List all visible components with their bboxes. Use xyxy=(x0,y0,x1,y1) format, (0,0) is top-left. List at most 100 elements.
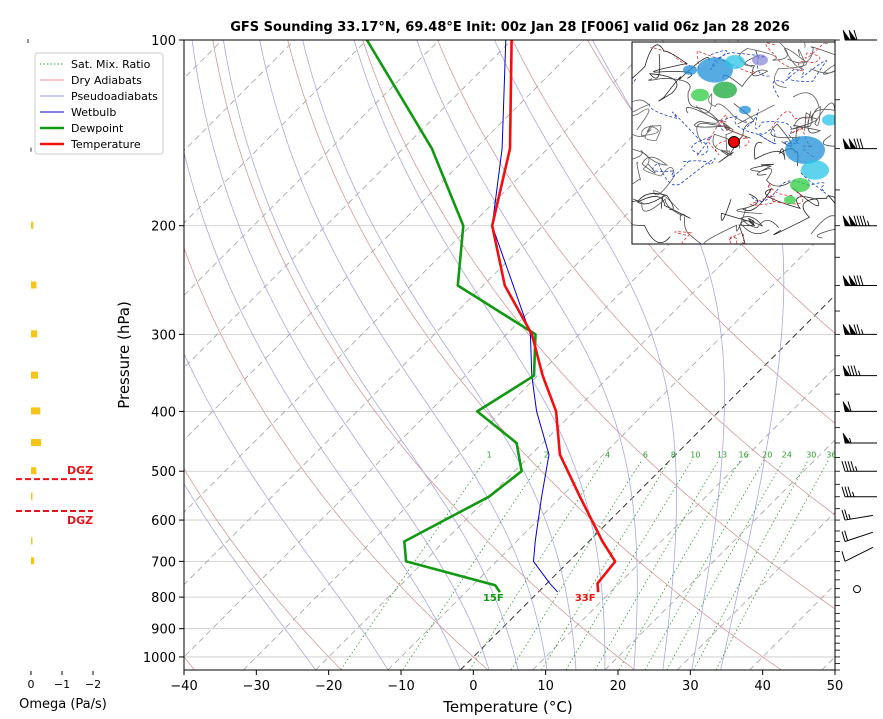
x-tick-label: −10 xyxy=(387,679,414,694)
map-contour xyxy=(632,193,674,244)
map-precip-area xyxy=(785,136,825,164)
omega-bar xyxy=(31,281,37,289)
omega-bar xyxy=(31,221,34,229)
mixing-ratio-label: 36 xyxy=(826,451,836,460)
map-contour xyxy=(632,149,668,174)
legend-label: Temperature xyxy=(70,138,141,151)
dgz-bottom-label: DGZ xyxy=(67,514,93,527)
mixing-ratio-line xyxy=(715,460,829,670)
pseudoadiabat-line xyxy=(302,40,577,670)
map-contour xyxy=(707,114,750,155)
y-tick-label: 200 xyxy=(151,220,176,235)
wind-barb xyxy=(842,324,877,335)
mixing-ratio-label: 24 xyxy=(782,451,792,460)
dewpoint-line xyxy=(365,40,537,593)
omega-tick-label: −1 xyxy=(54,678,70,691)
mixing-ratio-line xyxy=(693,460,809,670)
dry-adiabat-line xyxy=(287,40,782,670)
y-tick-label: 400 xyxy=(151,405,176,420)
y-tick-label: 800 xyxy=(151,591,176,606)
dry-adiabat-line xyxy=(512,40,835,424)
map-contour xyxy=(696,122,741,157)
pseudoadiabat-line xyxy=(184,150,461,670)
legend-label: Dewpoint xyxy=(71,122,124,135)
x-tick-label: 0 xyxy=(469,679,477,694)
legend: Sat. Mix. Ratio Dry Adiabats Pseudoadiabat… xyxy=(34,52,164,155)
map-contour xyxy=(739,42,806,68)
mixing-ratio-label: 10 xyxy=(690,451,700,460)
wind-barb xyxy=(841,530,874,542)
omega-bar xyxy=(31,330,38,338)
mixing-ratio-label: 1 xyxy=(487,451,492,460)
wind-barb xyxy=(842,401,877,412)
y-tick-label: 500 xyxy=(151,465,176,480)
plot-frame xyxy=(183,39,836,671)
map-precip-area xyxy=(822,114,835,126)
isotherm-line xyxy=(184,40,512,369)
mixing-ratio-line xyxy=(565,460,693,670)
x-axis-label: Temperature (°C) xyxy=(442,698,572,716)
mixing-ratio-line xyxy=(340,460,486,670)
pseudoadiabat-line xyxy=(592,40,725,670)
mixing-ratio-line xyxy=(618,460,741,670)
omega-bar xyxy=(31,371,38,379)
zero-isotherm-line xyxy=(459,294,835,670)
x-tick-label: −30 xyxy=(243,679,270,694)
dry-adiabat-line xyxy=(184,246,489,670)
pseudoadiabat-line xyxy=(223,40,519,670)
mixing-ratio-label: 4 xyxy=(605,451,610,460)
x-tick-label: 10 xyxy=(537,679,554,694)
map-contour xyxy=(718,103,755,163)
dry-adiabat-line xyxy=(184,468,342,670)
map-contour xyxy=(722,50,769,87)
map-contour xyxy=(750,163,791,187)
omega-bar xyxy=(31,537,33,545)
wind-barb xyxy=(841,509,874,521)
map-contour xyxy=(685,107,751,139)
map-contour xyxy=(632,162,683,217)
axes: −40 −30 −20 −10 0 10 20 30 40 50 100 200 300 400 500 60… xyxy=(143,34,843,694)
map-contour xyxy=(684,207,763,244)
omega-bar xyxy=(31,407,41,415)
map-precip-area xyxy=(801,160,829,180)
dewpoint-surface-label: 15F xyxy=(483,593,504,604)
mixing-ratio-line xyxy=(666,460,784,670)
mixing-ratio-label: 2 xyxy=(544,451,549,460)
mixing-ratio-line xyxy=(594,460,719,670)
map-contour xyxy=(773,47,808,88)
y-tick-label: 900 xyxy=(151,623,176,638)
wind-barb xyxy=(842,29,877,41)
wind-barb xyxy=(842,275,877,287)
dry-adiabat-line xyxy=(212,40,635,670)
wind-barbs xyxy=(841,29,877,594)
map-contour xyxy=(728,233,745,244)
y-tick-label: 300 xyxy=(151,328,176,343)
map-contour xyxy=(632,78,637,85)
isotherm-line xyxy=(184,40,585,441)
map-contour xyxy=(632,99,650,137)
omega-axis-label: Omega (Pa/s) xyxy=(19,697,107,712)
inset-map xyxy=(631,41,836,245)
map-contour xyxy=(720,199,755,244)
pseudoadiabat-line xyxy=(191,40,490,670)
temperature-surface-label: 33F xyxy=(575,593,596,604)
omega-bar xyxy=(31,557,35,565)
omega-bar xyxy=(31,438,42,446)
wind-barb xyxy=(842,365,877,377)
mixing-ratio-label: 16 xyxy=(739,451,749,460)
omega-tick-label: 0 xyxy=(28,678,35,691)
legend-label: Dry Adiabats xyxy=(71,74,142,87)
isotherm-line xyxy=(315,150,835,670)
pseudoadiabat-line xyxy=(259,40,548,670)
wind-barb xyxy=(841,486,877,498)
dgz-top-label: DGZ xyxy=(67,464,93,477)
mixing-ratio-label: 13 xyxy=(717,451,727,460)
mixing-ratio-line xyxy=(469,460,605,670)
map-contour xyxy=(641,125,662,141)
map-contour xyxy=(632,44,693,80)
map-contour xyxy=(749,182,803,206)
map-precip-area xyxy=(691,88,709,102)
map-contour xyxy=(652,158,716,186)
mixing-ratio-line xyxy=(644,460,765,670)
